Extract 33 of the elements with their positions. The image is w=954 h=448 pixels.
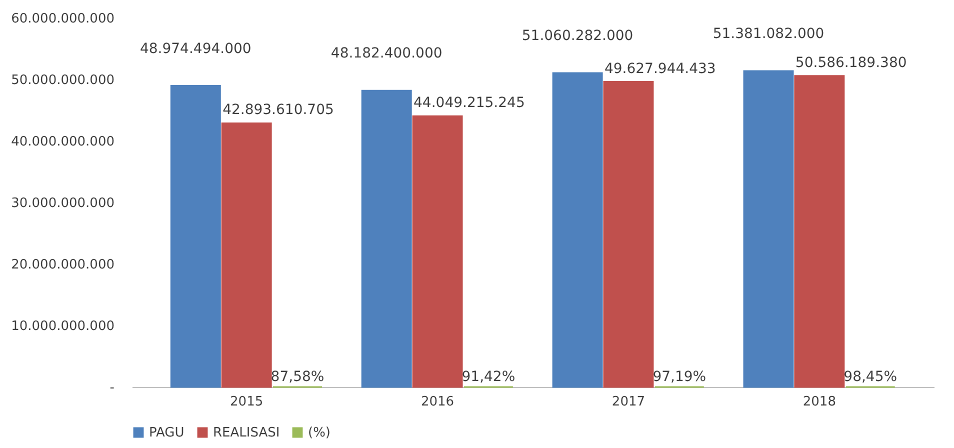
- data-label: 48.182.400.000: [330, 46, 442, 62]
- y-tick-label: 60.000.000.000: [11, 12, 114, 26]
- bar: [794, 75, 845, 388]
- data-label: 49.627.944.433: [604, 60, 716, 77]
- legend-label: (%): [308, 426, 330, 441]
- x-tick-label: 2018: [802, 394, 836, 410]
- y-tick-label: 50.000.000.000: [11, 73, 114, 88]
- data-label: 91,42%: [462, 369, 516, 385]
- data-label: 48.974.494.000: [140, 40, 252, 57]
- x-tick-label: 2016: [420, 394, 454, 410]
- data-label: 51.381.082.000: [712, 26, 824, 42]
- bar: [170, 85, 221, 388]
- bar: [743, 70, 794, 388]
- y-tick-label: -: [110, 380, 115, 396]
- data-label: 51.060.282.000: [522, 28, 634, 44]
- legend-label: REALISASI: [213, 426, 280, 441]
- data-label: 42.893.610.705: [222, 102, 334, 118]
- bar: [221, 122, 272, 388]
- bar: [361, 90, 412, 388]
- y-tick-label: 10.000.000.000: [11, 319, 114, 334]
- x-tick-label: 2017: [612, 394, 646, 410]
- y-tick-label: 40.000.000.000: [11, 134, 114, 150]
- data-label: 97,19%: [652, 369, 706, 385]
- bar: [412, 115, 463, 388]
- y-tick-label: 20.000.000.000: [11, 258, 114, 272]
- legend-label: PAGU: [149, 426, 184, 441]
- bar: [552, 72, 603, 388]
- bar: [603, 81, 654, 388]
- y-tick-label: 30.000.000.000: [11, 196, 114, 211]
- x-tick-label: 2015: [230, 394, 264, 410]
- data-label: 44.049.215.245: [414, 95, 525, 112]
- data-label: 98,45%: [844, 369, 898, 385]
- data-label: 50.586.189.380: [795, 54, 907, 71]
